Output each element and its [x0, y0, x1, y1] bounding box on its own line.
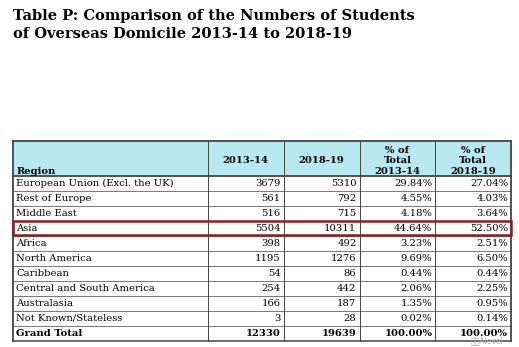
Bar: [13, 221, 511, 235]
Text: 1276: 1276: [331, 254, 357, 263]
Text: 3679: 3679: [255, 179, 281, 188]
Text: 792: 792: [337, 194, 357, 203]
Text: 187: 187: [337, 299, 357, 308]
Text: 27.04%: 27.04%: [470, 179, 508, 188]
Text: 29.84%: 29.84%: [394, 179, 432, 188]
Text: 1.35%: 1.35%: [401, 299, 432, 308]
Text: 6.50%: 6.50%: [476, 254, 508, 263]
Bar: [13, 206, 511, 221]
Text: 0.44%: 0.44%: [476, 269, 508, 278]
Text: 442: 442: [337, 284, 357, 293]
Text: Grand Total: Grand Total: [16, 329, 83, 338]
Text: 715: 715: [337, 209, 357, 218]
Text: 28: 28: [344, 314, 357, 323]
Text: Australasia: Australasia: [16, 299, 73, 308]
Text: Central and South America: Central and South America: [16, 284, 155, 293]
Text: 2.25%: 2.25%: [476, 284, 508, 293]
Text: 0.14%: 0.14%: [476, 314, 508, 323]
Text: 516: 516: [262, 209, 281, 218]
Text: European Union (Excl. the UK): European Union (Excl. the UK): [16, 178, 174, 188]
Text: Rest of Europe: Rest of Europe: [16, 194, 91, 203]
Text: 3.23%: 3.23%: [401, 239, 432, 248]
Text: 54: 54: [268, 269, 281, 278]
Text: 2018-19: 2018-19: [299, 156, 345, 165]
Text: Africa: Africa: [16, 239, 47, 248]
Text: 561: 561: [262, 194, 281, 203]
Text: 5504: 5504: [255, 223, 281, 232]
Text: 4.03%: 4.03%: [476, 194, 508, 203]
Text: 44.64%: 44.64%: [394, 223, 432, 232]
Text: North America: North America: [16, 254, 92, 263]
Text: 52.50%: 52.50%: [470, 223, 508, 232]
Text: 9.69%: 9.69%: [401, 254, 432, 263]
Text: 492: 492: [337, 239, 357, 248]
Text: Table P: Comparison of the Numbers of Students
of Overseas Domicile 2013-14 to 2: Table P: Comparison of the Numbers of St…: [13, 9, 415, 41]
Text: 3: 3: [274, 314, 281, 323]
Text: 0.02%: 0.02%: [401, 314, 432, 323]
Text: % of
Total
2018-19: % of Total 2018-19: [450, 146, 496, 176]
Text: 100.00%: 100.00%: [460, 329, 508, 338]
Text: 254: 254: [262, 284, 281, 293]
Text: 2.51%: 2.51%: [476, 239, 508, 248]
Text: 12330: 12330: [246, 329, 281, 338]
Text: 我爱Alevel: 我爱Alevel: [471, 336, 503, 345]
Text: 5310: 5310: [331, 179, 357, 188]
Text: % of
Total
2013-14: % of Total 2013-14: [375, 146, 420, 176]
Text: 2013-14: 2013-14: [223, 156, 269, 165]
Bar: [13, 311, 511, 326]
Text: 3.64%: 3.64%: [476, 209, 508, 218]
Text: Caribbean: Caribbean: [16, 269, 69, 278]
Text: 398: 398: [262, 239, 281, 248]
Text: 166: 166: [262, 299, 281, 308]
Bar: [13, 251, 511, 266]
Text: 0.95%: 0.95%: [476, 299, 508, 308]
Bar: [13, 266, 511, 281]
Text: 86: 86: [344, 269, 357, 278]
Text: Middle East: Middle East: [16, 209, 77, 218]
Text: 2.06%: 2.06%: [401, 284, 432, 293]
Bar: [13, 326, 511, 341]
Text: Not Known/Stateless: Not Known/Stateless: [16, 314, 122, 323]
Text: 4.55%: 4.55%: [401, 194, 432, 203]
Text: 4.18%: 4.18%: [400, 209, 432, 218]
Bar: [13, 281, 511, 296]
Text: 19639: 19639: [322, 329, 357, 338]
Text: 100.00%: 100.00%: [384, 329, 432, 338]
Text: Region: Region: [16, 167, 56, 176]
Text: 0.44%: 0.44%: [400, 269, 432, 278]
Bar: [13, 296, 511, 311]
Text: 10311: 10311: [324, 223, 357, 232]
Bar: [13, 176, 511, 191]
Bar: [13, 221, 511, 236]
Text: Asia: Asia: [16, 223, 37, 232]
Text: 1195: 1195: [255, 254, 281, 263]
Bar: [13, 191, 511, 206]
Bar: [13, 236, 511, 251]
